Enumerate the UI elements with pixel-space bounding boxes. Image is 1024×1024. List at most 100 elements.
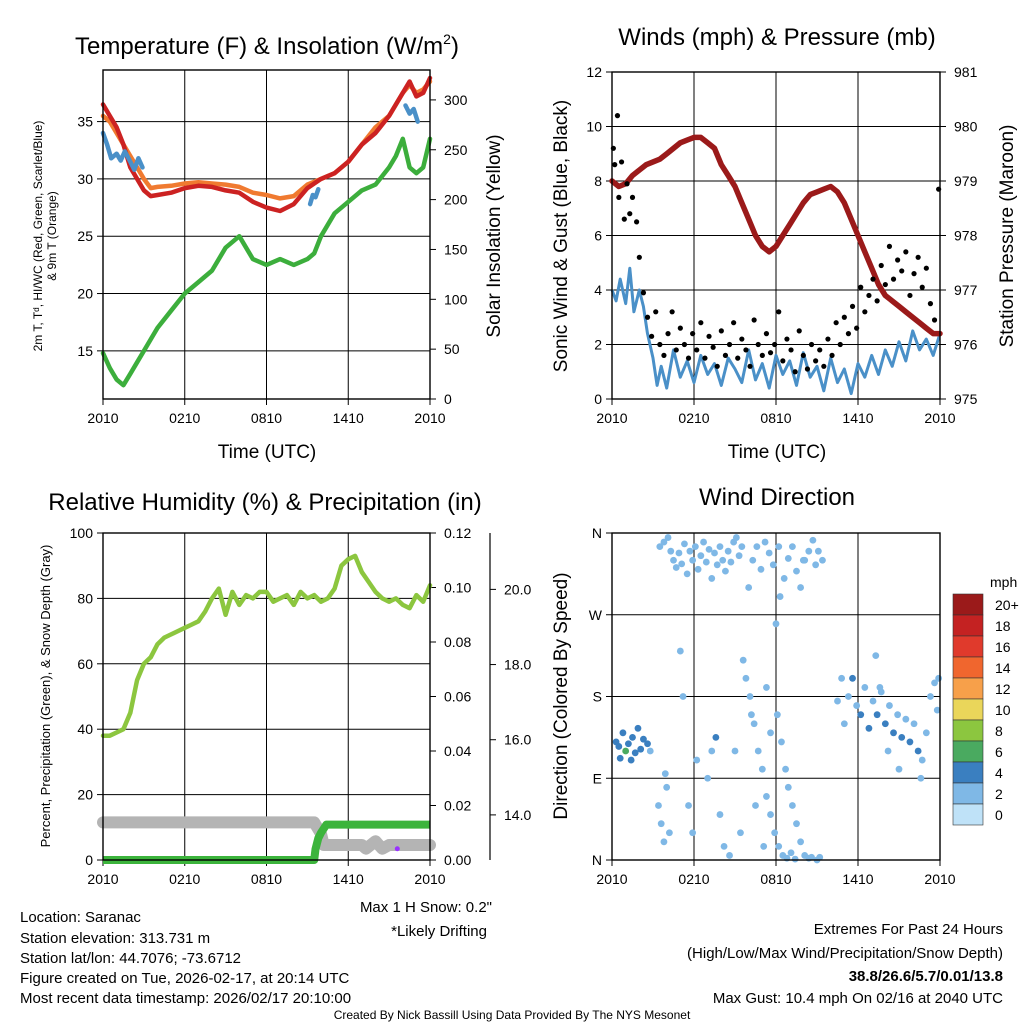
legend-label: 14 — [995, 660, 1011, 676]
direction-point — [789, 802, 796, 809]
legend-swatch — [952, 614, 984, 637]
direction-point — [869, 697, 877, 705]
gust-point — [644, 314, 651, 320]
gust-point — [624, 181, 630, 187]
direction-point — [769, 561, 777, 569]
direction-point — [776, 593, 784, 600]
footer-credit: Created By Nick Bassill Using Data Provi… — [334, 1008, 691, 1022]
direction-point — [865, 724, 873, 732]
humidity-xtick-label: 0810 — [251, 871, 282, 887]
gust-point — [665, 331, 671, 337]
winds-ytick-label: 10 — [586, 119, 602, 135]
temperature-ylabel-right: Solar Insolation (Yellow) — [484, 134, 505, 337]
direction-point — [758, 765, 766, 773]
direction-point — [917, 774, 925, 782]
gust-point — [890, 276, 897, 282]
gust-point — [911, 271, 917, 277]
legend-swatch — [952, 761, 984, 784]
direction-point — [663, 783, 671, 791]
direction-point — [661, 770, 669, 778]
temperature-xtick-label: 0210 — [169, 410, 200, 426]
direction-point — [784, 783, 792, 791]
gust-point — [685, 355, 692, 361]
speed-legend: 20+ 18 16 14 12 10 8 6 4 2 0 — [952, 593, 1019, 826]
legend-swatch — [952, 698, 984, 721]
temperature-right-axis-tick-label: 0 — [444, 391, 452, 407]
precip-axis-tick-label: 0.10 — [444, 580, 471, 596]
direction-point — [808, 853, 815, 861]
gust-point — [694, 347, 700, 353]
direction-point — [767, 729, 774, 737]
gust-point — [772, 341, 778, 348]
gust-point — [866, 292, 872, 299]
gust-point — [829, 352, 835, 358]
winds-ylabel: Sonic Wind & Gust (Blue, Black) — [551, 100, 572, 372]
gust-point — [767, 350, 774, 356]
gust-point — [690, 331, 696, 337]
temperature-frame — [102, 69, 431, 400]
wind-direction-ytick-label: W — [589, 607, 603, 623]
precip-axis-tick-label: 0.08 — [444, 634, 471, 650]
gust-point — [874, 298, 880, 304]
gust-point — [612, 162, 618, 168]
gust-point — [653, 309, 659, 315]
drifting-marker — [394, 846, 400, 852]
gust-point — [833, 320, 839, 326]
direction-point — [861, 684, 869, 691]
wind-direction-frame — [611, 532, 941, 861]
direction-point — [834, 697, 841, 705]
direction-point — [902, 715, 910, 723]
humidity-ytick-label: 80 — [77, 590, 93, 606]
direction-point — [705, 545, 713, 553]
humidity-grid: 2010 0210 0810 1410 2010 0 20 40 60 80 100 — [70, 525, 446, 887]
gust-point — [735, 355, 741, 361]
winds-xtick-label: 0810 — [760, 410, 791, 426]
direction-point — [655, 802, 662, 809]
direction-point — [784, 555, 792, 562]
direction-point — [615, 743, 623, 750]
direction-point — [727, 558, 735, 566]
gust-point — [858, 284, 864, 290]
temperature-ytick-label: 35 — [77, 114, 93, 130]
max-snow-note: Max 1 H Snow: 0.2" — [360, 899, 492, 916]
legend-swatch — [952, 782, 984, 805]
direction-point — [627, 756, 635, 764]
wind-direction-title: Wind Direction — [699, 484, 855, 511]
direction-point — [895, 765, 903, 773]
wind-direction-ylabel: Direction (Colored By Speed) — [551, 572, 572, 819]
gust-point — [640, 290, 647, 296]
direction-point — [657, 820, 665, 828]
direction-point — [787, 849, 795, 857]
drifting-note: *Likely Drifting — [391, 923, 487, 940]
direction-point — [726, 852, 733, 859]
gust-point — [698, 320, 704, 326]
direction-point — [933, 706, 941, 714]
gust-point — [618, 159, 625, 165]
temperature-xlabel: Time (UTC) — [218, 442, 317, 463]
humidity-xtick-label: 2010 — [414, 871, 445, 887]
direction-point — [708, 747, 716, 755]
direction-point — [700, 538, 707, 546]
extremes-subtitle: (High/Low/Max Wind/Precipitation/Snow De… — [687, 945, 1003, 962]
gust-point — [739, 336, 745, 342]
direction-point — [738, 543, 746, 551]
gust-point — [800, 352, 806, 358]
direction-point — [685, 802, 692, 809]
direction-point — [644, 740, 651, 748]
wind-direction-xtick-label: 2010 — [596, 871, 627, 887]
direction-point — [731, 747, 739, 755]
direction-point — [767, 811, 774, 818]
direction-point — [739, 656, 747, 664]
direction-point — [646, 747, 654, 755]
gust-point — [878, 262, 884, 269]
humidity-ytick-label: 0 — [85, 852, 93, 868]
humidity-panel: Relative Humidity (%) & Precipitation (i… — [38, 489, 531, 940]
gust-point — [923, 265, 929, 271]
gust-point — [621, 216, 627, 222]
gust-point — [821, 363, 827, 369]
gust-point — [886, 243, 893, 249]
direction-point — [676, 647, 684, 655]
direction-point — [667, 547, 675, 555]
extremes-title: Extremes For Past 24 Hours — [814, 921, 1003, 938]
